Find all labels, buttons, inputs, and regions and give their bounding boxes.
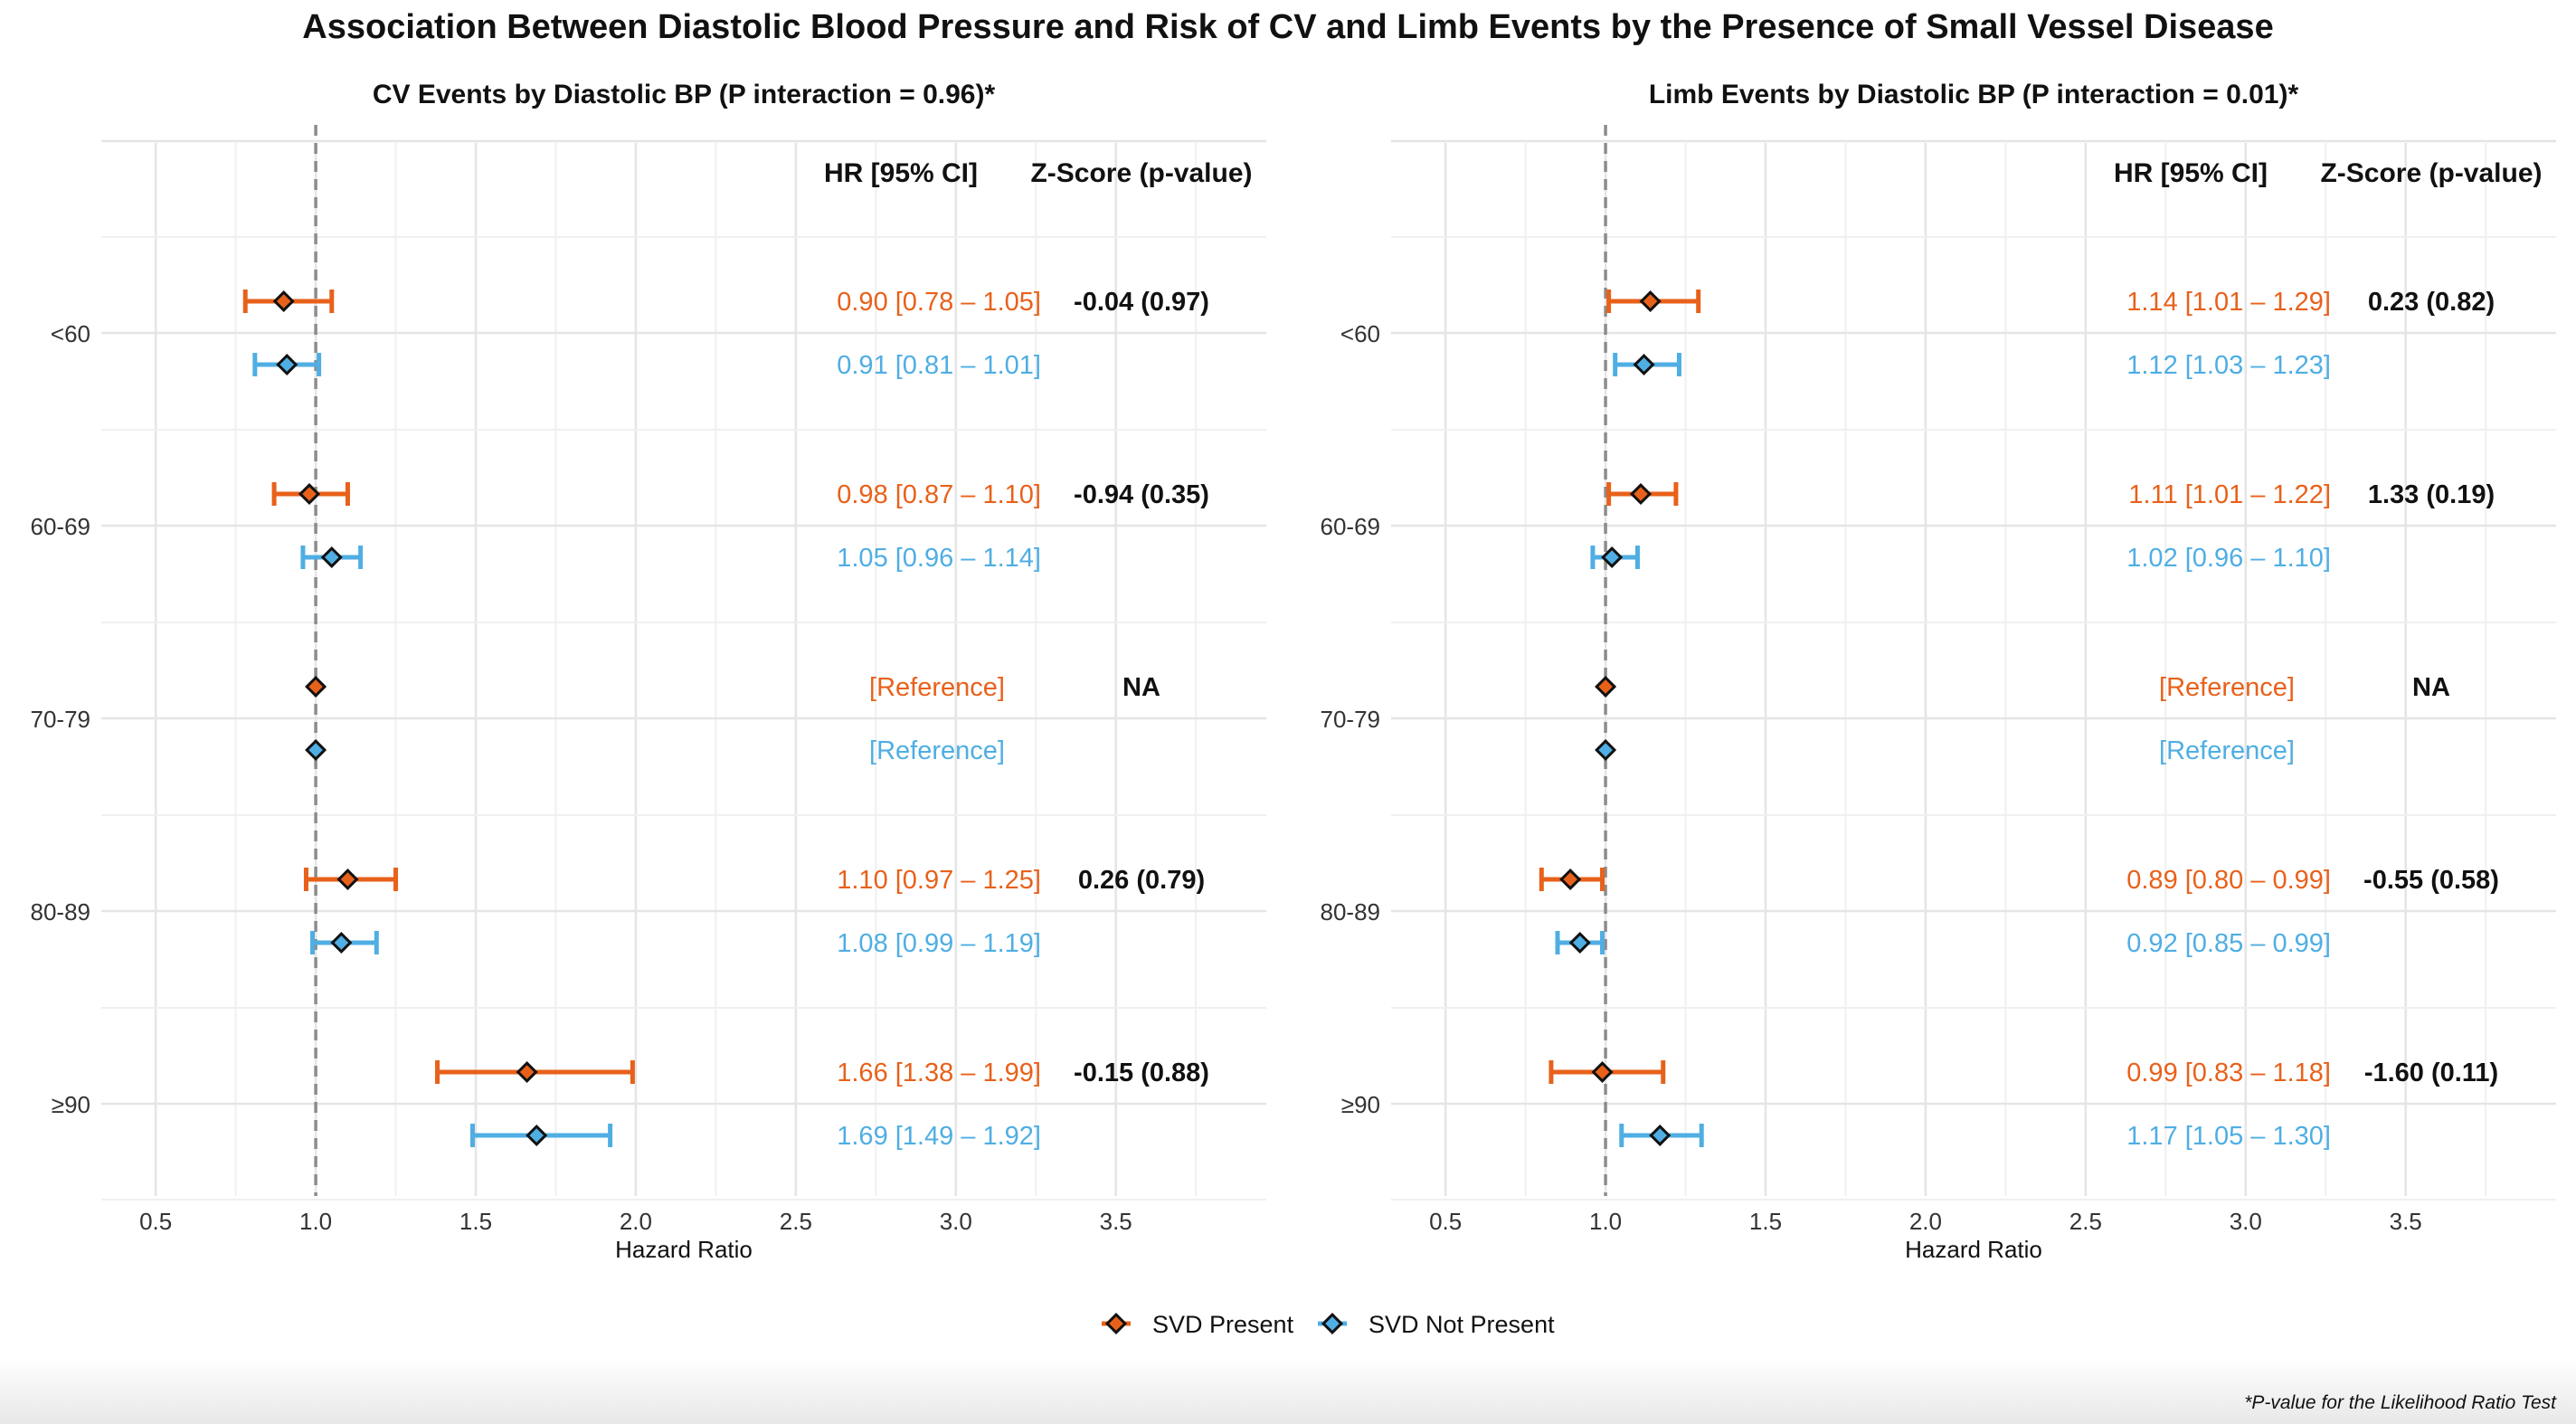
legend-item-svd-present: SVD Present — [1102, 1311, 1294, 1338]
z-score-label: NA — [1122, 673, 1160, 702]
z-score-label: -1.60 (0.11) — [2364, 1059, 2498, 1087]
hr-ci-label-not-present: 1.02 [0.96 – 1.10] — [2126, 544, 2331, 573]
x-tick-label: 3.5 — [1100, 1208, 1132, 1235]
column-header-z: Z-Score (p-value) — [1030, 158, 1252, 188]
y-tick-label: 80-89 — [1321, 898, 1381, 926]
hr-ci-label-present: 1.66 [1.38 – 1.99] — [837, 1059, 1041, 1087]
y-tick-label: <60 — [1340, 320, 1380, 347]
hr-point-present — [1629, 482, 1653, 506]
x-tick-label: 2.0 — [620, 1208, 652, 1235]
x-axis-label: Hazard Ratio — [615, 1236, 753, 1263]
hr-point-present — [305, 675, 327, 698]
y-tick-label: 70-79 — [1321, 706, 1381, 733]
hr-point-present — [272, 290, 295, 313]
hr-ci-label-not-present: 1.12 [1.03 – 1.23] — [2126, 351, 2331, 380]
legend: SVD Present SVD Not Present — [1102, 1311, 1555, 1338]
hr-ci-label-not-present: 1.05 [0.96 – 1.14] — [837, 544, 1041, 573]
z-score-label: NA — [2412, 673, 2450, 702]
x-axis-label: Hazard Ratio — [1905, 1236, 2042, 1263]
x-tick-label: 3.5 — [2390, 1208, 2422, 1235]
x-tick-label: 3.0 — [2230, 1208, 2262, 1235]
hr-ci-label-present: 0.99 [0.83 – 1.18] — [2126, 1059, 2331, 1087]
x-tick-label: 0.5 — [139, 1208, 172, 1235]
limb-events-panel: Limb Events by Diastolic BP (P interacti… — [1321, 80, 2556, 1263]
x-tick-label: 2.5 — [2069, 1208, 2102, 1235]
hr-ci-label-present: 1.14 [1.01 – 1.29] — [2126, 288, 2331, 317]
y-tick-label: ≥90 — [1341, 1091, 1380, 1118]
y-tick-label: 60-69 — [1321, 513, 1381, 540]
hr-point-present — [1595, 675, 1617, 698]
y-tick-label: 60-69 — [31, 513, 91, 540]
hr-point-not-present — [320, 546, 343, 569]
hr-point-present — [1639, 290, 1662, 313]
z-score-label: 0.23 (0.82) — [2368, 288, 2495, 317]
y-tick-label: ≥90 — [52, 1091, 90, 1118]
hr-point-not-present — [305, 738, 327, 762]
x-tick-label: 1.5 — [459, 1208, 492, 1235]
hr-point-present — [1591, 1060, 1614, 1084]
cv-events-panel: CV Events by Diastolic BP (P interaction… — [31, 80, 1266, 1263]
y-tick-label: 70-79 — [31, 706, 91, 733]
hr-point-not-present — [276, 353, 298, 376]
hr-point-present — [298, 482, 321, 506]
x-tick-label: 1.0 — [1589, 1208, 1622, 1235]
hr-ci-label-not-present: [Reference] — [869, 736, 1005, 765]
legend-key-diamond-present — [1104, 1312, 1128, 1335]
figure-title: Association Between Diastolic Blood Pres… — [302, 8, 2273, 46]
hr-ci-label-not-present: 1.69 [1.49 – 1.92] — [837, 1122, 1041, 1151]
column-header-hr: HR [95% CI] — [824, 158, 978, 188]
hr-ci-label-not-present: 1.08 [0.99 – 1.19] — [837, 929, 1041, 958]
hr-ci-label-present: 0.89 [0.80 – 0.99] — [2126, 866, 2331, 895]
x-tick-label: 3.0 — [940, 1208, 972, 1235]
z-score-label: 0.26 (0.79) — [1078, 866, 1205, 895]
hr-point-not-present — [330, 931, 353, 954]
hr-point-not-present — [1568, 931, 1591, 954]
hr-point-not-present — [1601, 546, 1624, 569]
x-tick-label: 2.5 — [780, 1208, 812, 1235]
hr-ci-label-not-present: [Reference] — [2159, 736, 2295, 765]
hr-point-not-present — [1633, 353, 1655, 376]
hr-point-present — [336, 868, 359, 891]
hr-ci-label-present: [Reference] — [2159, 673, 2295, 702]
hr-ci-label-present: 0.98 [0.87 – 1.10] — [837, 480, 1041, 509]
panel-title: Limb Events by Diastolic BP (P interacti… — [1649, 80, 2299, 109]
z-score-label: -0.04 (0.97) — [1074, 288, 1209, 317]
x-tick-label: 1.5 — [1749, 1208, 1782, 1235]
hr-point-not-present — [1595, 738, 1617, 762]
hr-ci-label-present: 1.10 [0.97 – 1.25] — [837, 866, 1041, 895]
bottom-shadow — [0, 1357, 2576, 1424]
hr-point-present — [516, 1060, 538, 1084]
y-tick-label: <60 — [51, 320, 90, 347]
hr-ci-label-present: [Reference] — [869, 673, 1005, 702]
hr-ci-label-present: 1.11 [1.01 – 1.22] — [2128, 480, 2331, 509]
hr-ci-label-present: 0.90 [0.78 – 1.05] — [837, 288, 1041, 317]
panel-title: CV Events by Diastolic BP (P interaction… — [373, 80, 996, 109]
z-score-label: -0.94 (0.35) — [1074, 480, 1209, 509]
legend-label-svd-present: SVD Present — [1152, 1311, 1294, 1338]
legend-key-diamond-not-present — [1321, 1312, 1344, 1335]
column-header-hr: HR [95% CI] — [2114, 158, 2268, 188]
hr-ci-label-not-present: 0.91 [0.81 – 1.01] — [837, 351, 1041, 380]
hr-point-present — [1559, 868, 1582, 891]
z-score-label: -0.55 (0.58) — [2363, 866, 2499, 895]
z-score-label: 1.33 (0.19) — [2368, 480, 2495, 509]
hr-point-not-present — [1649, 1124, 1672, 1147]
footnote: *P-value for the Likelihood Ratio Test — [2244, 1392, 2557, 1413]
legend-label-svd-not-present: SVD Not Present — [1368, 1311, 1555, 1338]
x-tick-label: 0.5 — [1429, 1208, 1462, 1235]
x-tick-label: 2.0 — [1909, 1208, 1942, 1235]
y-tick-label: 80-89 — [31, 898, 91, 926]
x-tick-label: 1.0 — [299, 1208, 332, 1235]
hr-ci-label-not-present: 1.17 [1.05 – 1.30] — [2126, 1122, 2331, 1151]
hr-ci-label-not-present: 0.92 [0.85 – 0.99] — [2126, 929, 2331, 958]
legend-item-svd-not-present: SVD Not Present — [1318, 1311, 1555, 1338]
z-score-label: -0.15 (0.88) — [1074, 1059, 1209, 1087]
hr-point-not-present — [526, 1124, 548, 1147]
column-header-z: Z-Score (p-value) — [2320, 158, 2542, 188]
